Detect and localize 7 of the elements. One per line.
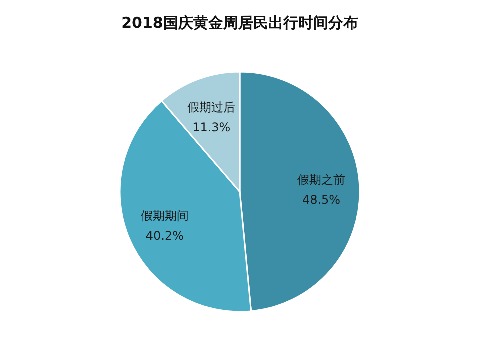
data-label: 11.3% xyxy=(192,120,231,134)
data-label: 48.5% xyxy=(302,193,341,208)
chart-title: 2018国庆黄金周居民出行时间分布 xyxy=(122,14,358,32)
slice-label: 假期过后 xyxy=(188,100,236,114)
slice-label: 假期期间 xyxy=(140,208,189,223)
data-label: 40.2% xyxy=(146,228,184,243)
slice-label: 假期之前 xyxy=(298,173,346,188)
